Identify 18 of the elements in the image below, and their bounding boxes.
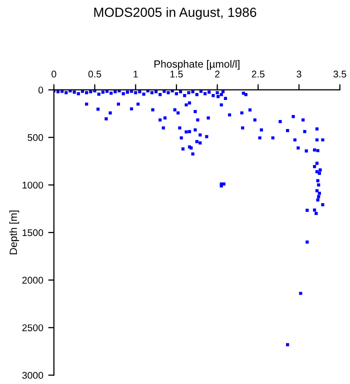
x-tick-label: 0 (52, 70, 56, 78)
x-tick-label: 2.5 (252, 70, 264, 78)
x-tick-label: 2 (215, 70, 220, 78)
x-tick-label: 0.5 (88, 70, 102, 78)
x-tick-label: 3.5 (333, 70, 346, 78)
y-tick-label: 500 (28, 134, 44, 142)
y-axis-title: Depth [m] (9, 210, 20, 254)
y-tick-label: 1500 (22, 229, 44, 236)
y-tick-label: 3000 (22, 372, 44, 379)
x-axis-title: Phosphate [µmol/l] (154, 60, 240, 70)
chart-title: MODS2005 in August, 1986 (94, 7, 256, 20)
x-tick-label: 1 (134, 70, 138, 78)
y-tick-label: 0 (38, 86, 44, 94)
x-tick-label: 3 (296, 70, 302, 78)
y-tick-label: 2500 (22, 324, 44, 332)
y-tick-label: 2000 (22, 276, 44, 284)
x-tick-label: 1.5 (170, 70, 183, 78)
y-tick-label: 1000 (22, 182, 44, 189)
